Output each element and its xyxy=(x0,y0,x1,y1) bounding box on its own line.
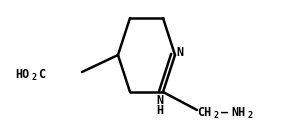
Text: 2: 2 xyxy=(32,72,37,81)
Text: 2: 2 xyxy=(214,111,219,119)
Text: 2: 2 xyxy=(248,111,253,119)
Text: NH: NH xyxy=(231,105,245,119)
Text: —: — xyxy=(221,105,228,119)
Text: N: N xyxy=(176,47,183,59)
Text: C: C xyxy=(38,67,45,81)
Text: N: N xyxy=(157,94,163,107)
Text: CH: CH xyxy=(197,105,211,119)
Text: H: H xyxy=(157,104,163,117)
Text: HO: HO xyxy=(15,67,29,81)
